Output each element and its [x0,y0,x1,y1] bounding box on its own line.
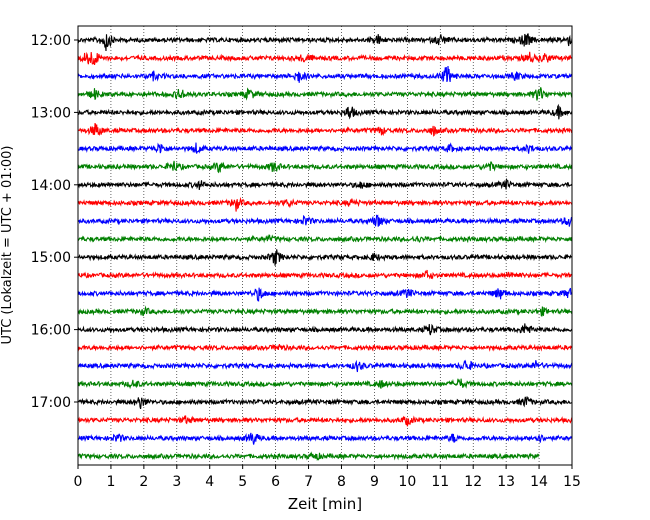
y-axis-ticks: 12:00 13:00 14:00 15:00 16:00 17:00 [31,33,78,411]
seismogram-trace [77,234,573,244]
seismogram-trace [77,122,573,137]
x-tick-label: 6 [271,474,280,490]
seismogram-trace [78,359,573,373]
seismogram-trace [77,378,573,390]
x-tick-label: 9 [370,474,379,490]
x-tick-label: 0 [74,474,83,490]
x-axis-label: Zeit [min] [288,495,362,513]
seismogram-trace [77,415,573,427]
x-tick-label: 1 [106,474,115,490]
x-tick-label: 2 [139,474,148,490]
x-tick-label: 4 [205,474,214,490]
seismogram-trace [77,196,573,212]
x-tick-label: 5 [238,474,247,490]
y-tick-label: 14:00 [31,178,71,194]
seismogram-trace [77,142,573,154]
y-tick-label: 15:00 [31,250,71,266]
seismogram-trace [77,396,573,410]
minute-grid [110,26,540,465]
y-tick-label: 17:00 [31,395,71,411]
y-tick-label: 12:00 [31,33,71,49]
seismogram-trace [77,87,573,101]
y-tick-label: 13:00 [31,105,71,121]
x-tick-label: 12 [464,474,482,490]
seismogram-trace [77,305,573,317]
x-tick-label: 3 [172,474,181,490]
x-tick-label: 8 [337,474,346,490]
x-tick-label: 11 [431,474,449,490]
x-tick-label: 13 [497,474,515,490]
seismogram-traces [77,33,573,461]
seismogram-trace [77,343,573,352]
x-tick-label: 15 [563,474,581,490]
seismogram-trace [77,65,573,83]
seismogram-trace [77,177,573,191]
seismogram-trace [77,103,573,120]
seismogram-trace [77,269,572,280]
seismogram-trace [77,287,573,302]
seismogram-trace [77,214,573,227]
x-tick-label: 7 [304,474,313,490]
x-axis-ticks: 0 1 2 3 4 5 6 7 8 9 10 11 12 13 14 15 [74,465,581,490]
y-axis-label: UTC (Lokalzeit = UTC + 01:00) [0,146,15,345]
seismogram-trace [77,451,540,461]
seismogram-trace [77,160,573,174]
seismogram-trace [77,249,573,266]
x-tick-label: 10 [398,474,416,490]
seismogram-trace [77,432,573,445]
plot-frame [77,25,573,466]
seismogram-trace [77,323,573,336]
x-tick-label: 14 [530,474,548,490]
seismogram-trace [77,51,573,66]
y-tick-label: 16:00 [31,323,71,339]
plot-background [78,26,572,465]
seismogram-trace [77,33,573,52]
